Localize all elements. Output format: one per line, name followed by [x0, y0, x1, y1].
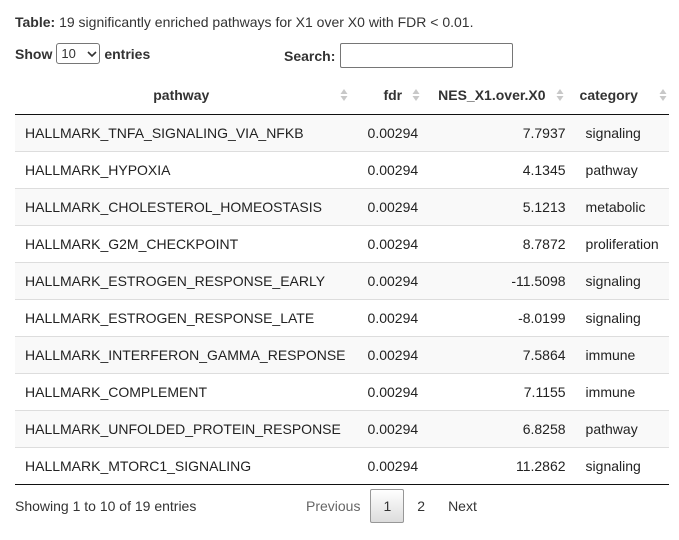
- search-label: Search:: [284, 47, 336, 64]
- cell-category: signaling: [571, 262, 669, 300]
- cell-fdr: 0.00294: [355, 299, 429, 337]
- page-button-2[interactable]: 2: [417, 498, 426, 514]
- sort-both-icon: [412, 89, 420, 101]
- entries-select[interactable]: 10: [56, 43, 101, 64]
- entries-label: entries: [104, 45, 151, 62]
- next-button[interactable]: Next: [448, 498, 477, 514]
- cell-pathway: HALLMARK_ESTROGEN_RESPONSE_LATE: [15, 299, 356, 337]
- cell-nes: 4.1345: [428, 151, 572, 189]
- pagination: Previous 1 2 Next: [296, 489, 487, 523]
- table-row: HALLMARK_COMPLEMENT 0.00294 7.1155 immun…: [15, 373, 669, 411]
- cell-nes: -8.0199: [428, 299, 572, 337]
- pathway-table: pathway fdr NES_X1.over.X0 category HALL…: [15, 76, 669, 485]
- sort-both-icon: [556, 89, 564, 101]
- cell-category: immune: [571, 373, 669, 411]
- table-row: HALLMARK_ESTROGEN_RESPONSE_LATE 0.00294 …: [15, 299, 669, 337]
- column-header-label: category: [579, 87, 638, 103]
- cell-pathway: HALLMARK_TNFA_SIGNALING_VIA_NFKB: [15, 114, 356, 152]
- cell-nes: 11.2862: [428, 447, 572, 485]
- column-header-label: pathway: [153, 87, 210, 103]
- cell-category: signaling: [571, 114, 669, 152]
- table-caption: Table: 19 significantly enriched pathway…: [15, 14, 473, 30]
- table-info: Showing 1 to 10 of 19 entries: [15, 498, 197, 514]
- cell-pathway: HALLMARK_CHOLESTEROL_HOMEOSTASIS: [15, 188, 356, 226]
- cell-pathway: HALLMARK_G2M_CHECKPOINT: [15, 225, 356, 263]
- cell-fdr: 0.00294: [355, 114, 429, 152]
- column-header-nes[interactable]: NES_X1.over.X0: [428, 76, 572, 115]
- cell-fdr: 0.00294: [355, 447, 429, 485]
- table-row: HALLMARK_HYPOXIA 0.00294 4.1345 pathway: [15, 151, 669, 189]
- entries-select-value: 10: [61, 46, 76, 61]
- search-filter: Search:: [284, 43, 514, 68]
- cell-category: pathway: [571, 151, 669, 189]
- caption-label: Table:: [15, 14, 56, 30]
- cell-nes: 7.1155: [428, 373, 572, 411]
- sort-both-icon: [659, 89, 667, 101]
- table-row: HALLMARK_ESTROGEN_RESPONSE_EARLY 0.00294…: [15, 262, 669, 300]
- column-header-category[interactable]: category: [571, 76, 669, 115]
- cell-fdr: 0.00294: [355, 336, 429, 374]
- cell-pathway: HALLMARK_UNFOLDED_PROTEIN_RESPONSE: [15, 410, 356, 448]
- cell-pathway: HALLMARK_COMPLEMENT: [15, 373, 356, 411]
- cell-nes: 7.5864: [428, 336, 572, 374]
- cell-category: pathway: [571, 410, 669, 448]
- cell-category: signaling: [571, 447, 669, 485]
- cell-category: immune: [571, 336, 669, 374]
- page-button-1[interactable]: 1: [370, 489, 405, 523]
- table-row: HALLMARK_CHOLESTEROL_HOMEOSTASIS 0.00294…: [15, 188, 669, 226]
- previous-button[interactable]: Previous: [306, 498, 361, 514]
- length-menu: Show 10 entries: [15, 43, 150, 64]
- column-header-pathway[interactable]: pathway: [15, 76, 356, 115]
- cell-fdr: 0.00294: [355, 188, 429, 226]
- cell-nes: -11.5098: [428, 262, 572, 300]
- table-row: HALLMARK_G2M_CHECKPOINT 0.00294 8.7872 p…: [15, 225, 669, 263]
- cell-pathway: HALLMARK_MTORC1_SIGNALING: [15, 447, 356, 485]
- cell-fdr: 0.00294: [355, 373, 429, 411]
- chevron-down-icon: [87, 50, 97, 57]
- table-row: HALLMARK_UNFOLDED_PROTEIN_RESPONSE 0.002…: [15, 410, 669, 448]
- cell-nes: 6.8258: [428, 410, 572, 448]
- cell-category: signaling: [571, 299, 669, 337]
- column-header-fdr[interactable]: fdr: [355, 76, 429, 115]
- cell-fdr: 0.00294: [355, 262, 429, 300]
- cell-fdr: 0.00294: [355, 225, 429, 263]
- header-row: pathway fdr NES_X1.over.X0 category: [15, 76, 669, 115]
- column-header-label: fdr: [383, 87, 403, 103]
- cell-nes: 5.1213: [428, 188, 572, 226]
- cell-nes: 8.7872: [428, 225, 572, 263]
- table-row: HALLMARK_MTORC1_SIGNALING 0.00294 11.286…: [15, 447, 669, 485]
- cell-fdr: 0.00294: [355, 410, 429, 448]
- cell-pathway: HALLMARK_HYPOXIA: [15, 151, 356, 189]
- search-input[interactable]: [340, 43, 514, 68]
- column-header-label: NES_X1.over.X0: [438, 87, 546, 103]
- cell-fdr: 0.00294: [355, 151, 429, 189]
- sort-both-icon: [340, 89, 348, 101]
- cell-pathway: HALLMARK_INTERFERON_GAMMA_RESPONSE: [15, 336, 356, 374]
- table-row: HALLMARK_TNFA_SIGNALING_VIA_NFKB 0.00294…: [15, 114, 669, 152]
- cell-category: proliferation: [571, 225, 669, 263]
- cell-category: metabolic: [571, 188, 669, 226]
- table-row: HALLMARK_INTERFERON_GAMMA_RESPONSE 0.002…: [15, 336, 669, 374]
- caption-text: 19 significantly enriched pathways for X…: [59, 14, 474, 30]
- cell-nes: 7.7937: [428, 114, 572, 152]
- show-label: Show: [15, 45, 53, 62]
- cell-pathway: HALLMARK_ESTROGEN_RESPONSE_EARLY: [15, 262, 356, 300]
